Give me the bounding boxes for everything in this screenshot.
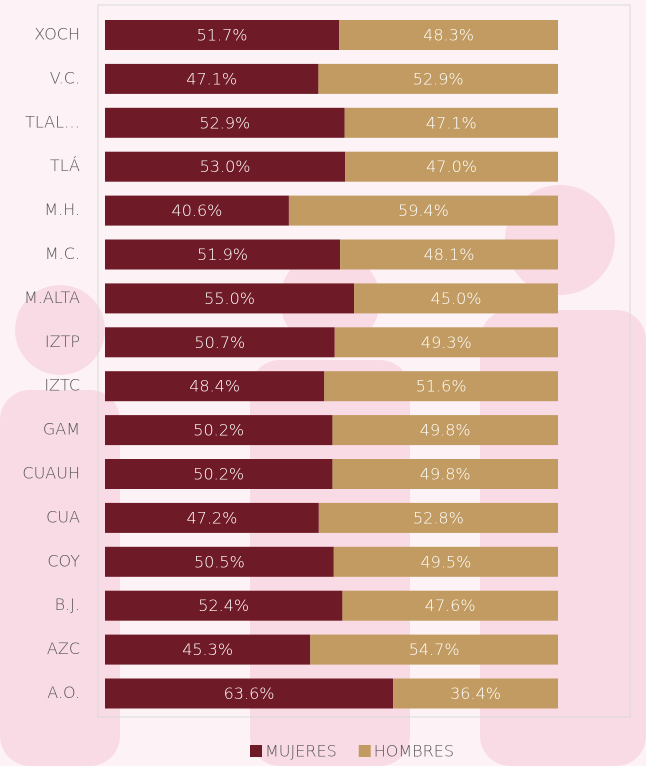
y-tick-label: XOCH: [34, 25, 80, 44]
data-label: 50.2%: [193, 465, 244, 484]
data-label: 47.1%: [186, 69, 237, 88]
data-label: 63.6%: [224, 684, 275, 703]
y-tick-label: B.J.: [55, 595, 80, 614]
data-label: 50.7%: [194, 333, 245, 352]
data-label: 45.3%: [182, 640, 233, 659]
data-label: 48.1%: [424, 245, 475, 264]
data-label: 45.0%: [431, 289, 482, 308]
data-label: 52.8%: [413, 508, 464, 527]
y-tick-label: CUA: [46, 507, 80, 526]
data-label: 47.2%: [186, 508, 237, 527]
y-tick-label: COY: [47, 551, 80, 570]
data-label: 54.7%: [409, 640, 460, 659]
data-label: 47.6%: [425, 596, 476, 615]
data-label: 49.8%: [420, 465, 471, 484]
y-tick-label: M.ALTA: [24, 288, 80, 307]
y-tick-label: IZTC: [44, 376, 80, 395]
data-label: 49.8%: [420, 421, 471, 440]
data-label: 47.1%: [426, 113, 477, 132]
legend-swatch: [359, 745, 371, 757]
y-tick-label: M.H.: [44, 200, 80, 219]
data-label: 50.2%: [193, 421, 244, 440]
y-tick-label: GAM: [43, 420, 80, 439]
data-label: 49.3%: [421, 333, 472, 352]
y-tick-label: CUAUH: [22, 464, 80, 483]
data-label: 53.0%: [200, 157, 251, 176]
page: XOCH 51.7% 48.3% V.C. 47.1% 52.9% TLAL… 52.9% 47…: [0, 0, 646, 766]
data-label: 48.4%: [189, 377, 240, 396]
data-label: 36.4%: [450, 684, 501, 703]
data-label: 59.4%: [398, 201, 449, 220]
data-label: 52.9%: [199, 113, 250, 132]
data-label: 47.0%: [426, 157, 477, 176]
data-label: 52.9%: [413, 69, 464, 88]
data-label: 49.5%: [420, 552, 471, 571]
y-tick-label: V.C.: [50, 68, 80, 87]
y-tick-label: IZTP: [45, 332, 80, 351]
y-tick-label: TLÁ: [50, 156, 80, 175]
y-tick-label: TLAL…: [25, 112, 80, 131]
y-tick-label: M.C.: [45, 244, 80, 263]
y-tick-label: A.O.: [47, 683, 80, 702]
data-label: 51.7%: [197, 26, 248, 45]
y-tick-label: AZC: [47, 639, 80, 658]
legend-label: HOMBRES: [374, 742, 454, 761]
data-label: 50.5%: [194, 552, 245, 571]
data-label: 52.4%: [198, 596, 249, 615]
data-label: 40.6%: [172, 201, 223, 220]
legend-label: MUJERES: [265, 742, 337, 761]
chart: XOCH 51.7% 48.3% V.C. 47.1% 52.9% TLAL… 52.9% 47…: [0, 0, 646, 766]
data-label: 51.6%: [416, 377, 467, 396]
data-label: 48.3%: [423, 26, 474, 45]
data-label: 51.9%: [197, 245, 248, 264]
data-label: 55.0%: [204, 289, 255, 308]
legend-swatch: [250, 745, 262, 757]
